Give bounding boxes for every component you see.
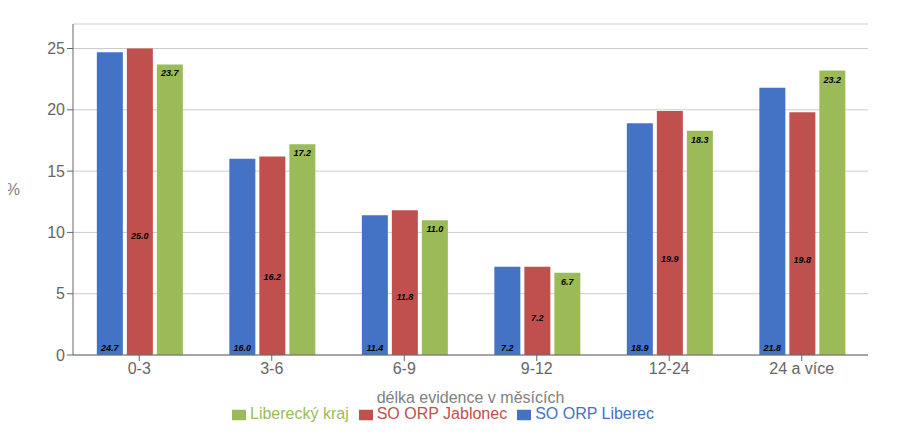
html-text:SO ORP Jablonec: SO ORP Jablonec	[376, 405, 508, 422]
svg-text:0-3: 0-3	[128, 360, 151, 377]
svg-text:11.4: 11.4	[366, 343, 383, 353]
svg-text:20: 20	[47, 101, 65, 118]
svg-text:19.9: 19.9	[661, 254, 679, 264]
svg-text:11.0: 11.0	[426, 224, 443, 234]
svg-text:21.8: 21.8	[763, 343, 782, 353]
svg-text:0: 0	[56, 347, 65, 364]
svg-text:16.0: 16.0	[234, 343, 252, 353]
svg-text:25.0: 25.0	[130, 231, 149, 241]
svg-text:3-6: 3-6	[260, 360, 283, 377]
svg-text:15: 15	[47, 163, 65, 180]
svg-text:6-9: 6-9	[393, 360, 416, 377]
svg-text:délka evidence v měsících: délka evidence v měsících	[377, 389, 565, 406]
svg-text:18.3: 18.3	[691, 135, 709, 145]
svg-text:6.7: 6.7	[561, 277, 575, 287]
svg-text:11.8: 11.8	[396, 292, 413, 302]
svg-text:12-24: 12-24	[649, 360, 690, 377]
svg-text:23.2: 23.2	[823, 75, 842, 85]
svg-text:19.8: 19.8	[794, 255, 812, 265]
svg-text:24.7: 24.7	[100, 343, 120, 353]
svg-text:9-12: 9-12	[521, 360, 553, 377]
svg-text:25: 25	[47, 40, 65, 57]
svg-text:10: 10	[47, 224, 65, 241]
svg-text:7.2: 7.2	[501, 343, 514, 353]
html-text:SO ORP Liberec: SO ORP Liberec	[535, 405, 654, 422]
svg-text:16.2: 16.2	[264, 272, 282, 282]
svg-text:%: %	[8, 181, 20, 198]
html-text:Liberecký kraj: Liberecký kraj	[250, 405, 349, 422]
svg-text:23.7: 23.7	[160, 68, 180, 78]
svg-text:24 a více: 24 a více	[769, 360, 834, 377]
svg-text:18.9: 18.9	[631, 343, 649, 353]
svg-text:17.2: 17.2	[294, 148, 312, 158]
svg-text:7.2: 7.2	[531, 313, 544, 323]
svg-text:5: 5	[56, 285, 65, 302]
